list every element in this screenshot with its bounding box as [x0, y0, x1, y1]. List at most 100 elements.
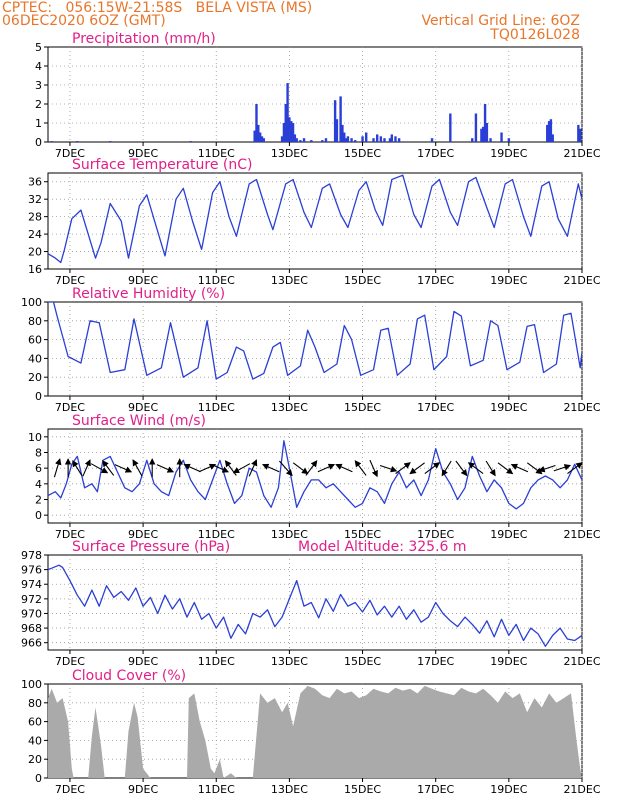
precip-bar — [474, 113, 478, 142]
precip-bar — [361, 136, 364, 142]
pressure-xtick-label: 7DEC — [55, 655, 85, 668]
temp-ytick-label: 32 — [28, 193, 42, 206]
precip-bar — [390, 134, 394, 142]
pressure-xtick-label: 9DEC — [128, 655, 158, 668]
wind-arrow — [224, 460, 237, 476]
precip-bar — [343, 132, 346, 142]
rh-ytick-label: 80 — [28, 315, 42, 328]
precip-bar — [293, 134, 297, 142]
precip-bar — [482, 126, 485, 142]
precip-bar — [299, 140, 302, 142]
header-run-time: 06DEC2020 6OZ (GMT) — [2, 13, 166, 29]
rh-xtick-label: 7DEC — [55, 401, 85, 414]
precip-bar — [379, 136, 383, 142]
rh-xtick-label: 11DEC — [198, 401, 235, 414]
pressure-ytick-label: 976 — [21, 564, 42, 577]
wind-arrow — [72, 460, 83, 476]
wind-xtick-label: 11DEC — [198, 528, 235, 541]
pressure-xtick-label: 21DEC — [563, 655, 600, 668]
cloud-ytick-label: 20 — [28, 753, 42, 766]
precip-bar — [284, 104, 287, 142]
precip-bar — [341, 124, 344, 142]
precip-bar — [397, 138, 401, 142]
cloud-ytick-label: 80 — [28, 697, 42, 710]
wind-arrow — [53, 458, 62, 478]
precip-bar — [489, 138, 492, 142]
temp-xtick-label: 21DEC — [563, 274, 600, 287]
precip-xtick-label: 19DEC — [490, 147, 527, 160]
precip-xtick-label: 17DEC — [417, 147, 454, 160]
pressure-ytick-label: 970 — [21, 607, 42, 620]
wind-xtick-label: 19DEC — [490, 528, 527, 541]
precip-bar — [324, 138, 328, 142]
precip-bar — [365, 132, 368, 142]
precip-ytick-label: 3 — [35, 79, 42, 92]
cloud-xtick-label: 21DEC — [563, 783, 600, 796]
wind-arrow — [90, 463, 109, 474]
pressure-frame — [47, 554, 583, 651]
wind-data — [48, 440, 582, 510]
precip-bar — [471, 138, 474, 142]
precip-title: Precipitation (mm/h) — [72, 31, 216, 47]
temp-xtick-label: 9DEC — [128, 274, 158, 287]
pressure-xtick-label: 13DEC — [271, 655, 308, 668]
temp-data — [48, 174, 582, 264]
precip-bar — [500, 132, 503, 142]
wind-xtick-label: 9DEC — [128, 528, 158, 541]
precip-bar — [430, 138, 434, 142]
wind-xtick-label: 15DEC — [344, 528, 381, 541]
precip-bar — [344, 138, 348, 142]
precip-bar — [76, 141, 79, 142]
rh-ytick-label: 100 — [21, 296, 42, 309]
cloud-xtick-label: 11DEC — [198, 783, 235, 796]
precip-bar — [108, 141, 112, 142]
precip-frame — [47, 46, 583, 143]
wind-xtick-label: 13DEC — [271, 528, 308, 541]
temp-ytick-label: 24 — [28, 228, 42, 241]
rh-xtick-label: 21DEC — [563, 401, 600, 414]
temp-xtick-label: 13DEC — [271, 274, 308, 287]
cloud-xtick-label: 9DEC — [128, 783, 158, 796]
precip-bar — [354, 140, 357, 142]
pressure-title: Surface Pressure (hPa) — [72, 539, 230, 555]
temp-series-line — [48, 174, 582, 264]
wind-arrow — [232, 463, 251, 474]
precip-bar — [253, 130, 256, 142]
precip-bar — [321, 140, 324, 142]
rh-xtick-label: 15DEC — [344, 401, 381, 414]
precip-bar — [483, 104, 487, 142]
precip-bar — [260, 136, 264, 142]
precip-xtick-label: 11DEC — [198, 147, 235, 160]
precip-bar — [485, 123, 489, 142]
precip-bar — [449, 113, 452, 142]
wind-arrow — [409, 462, 425, 475]
precip-bar — [375, 134, 379, 142]
precip-xtick-label: 13DEC — [271, 147, 308, 160]
precip-bar — [350, 138, 353, 142]
precip-bar — [282, 123, 286, 142]
wind-arrow — [183, 463, 201, 473]
precip-xtick-label: 7DEC — [55, 147, 85, 160]
precip-ytick-label: 4 — [35, 60, 42, 73]
precip-bar — [257, 124, 260, 142]
rh-xtick-label: 19DEC — [490, 401, 527, 414]
temp-ytick-label: 20 — [28, 246, 42, 259]
precip-bar — [310, 140, 313, 142]
temp-ytick-label: 28 — [28, 211, 42, 224]
temp-xtick-label: 11DEC — [198, 274, 235, 287]
precip-bar — [372, 138, 375, 142]
precip-xtick-label: 21DEC — [563, 147, 600, 160]
precip-bar — [302, 138, 306, 142]
cloud-ytick-label: 40 — [28, 734, 42, 747]
precip-bar — [388, 138, 392, 142]
precip-bar — [288, 117, 291, 142]
wind-arrow — [553, 464, 572, 472]
pressure-ytick-label: 968 — [21, 622, 42, 635]
rh-xtick-label: 17DEC — [417, 401, 454, 414]
precip-bar — [291, 123, 295, 142]
cloud-area — [48, 685, 582, 778]
header-station: CPTEC: 056:15W-21:58S BELA VISTA (MS) — [2, 0, 313, 16]
wind-xtick-label: 17DEC — [417, 528, 454, 541]
rh-series-line — [48, 302, 582, 380]
pressure-ytick-label: 972 — [21, 593, 42, 606]
